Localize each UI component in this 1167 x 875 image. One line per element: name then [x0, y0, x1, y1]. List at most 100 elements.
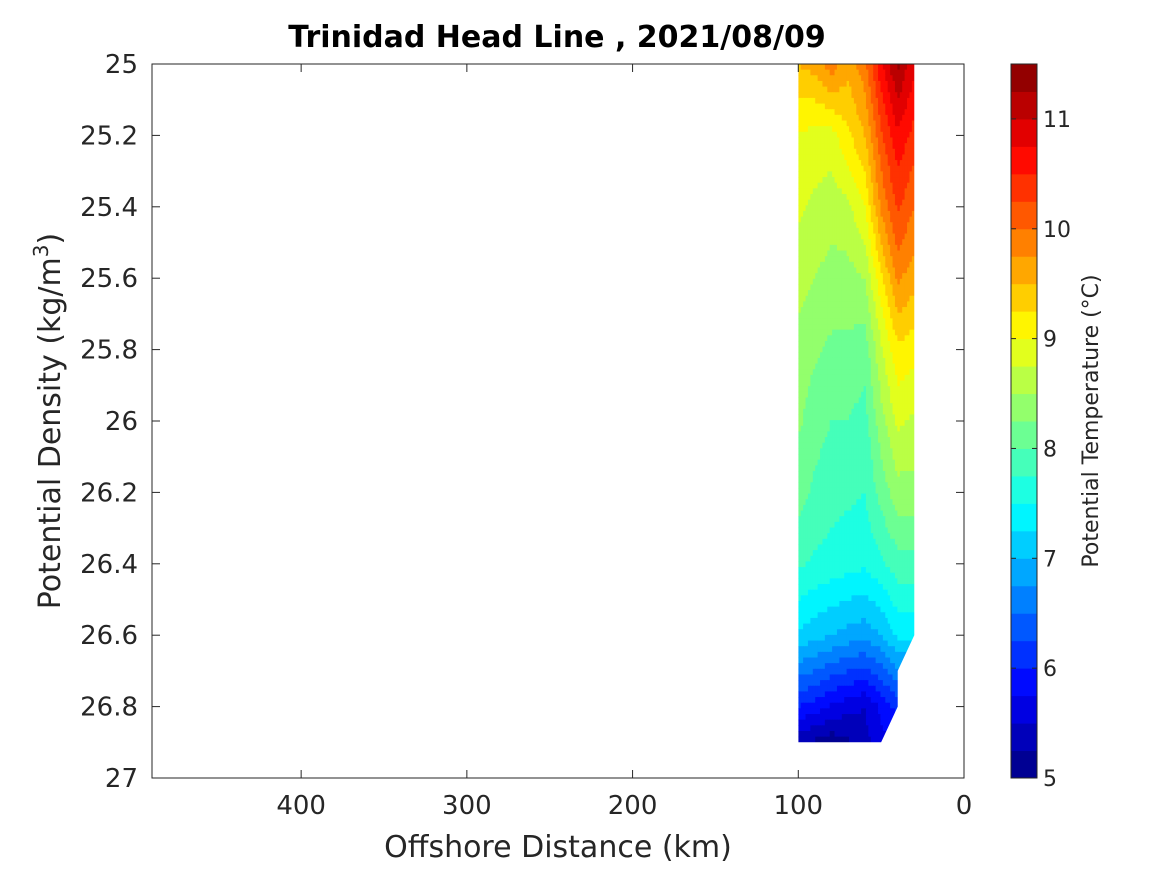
contour-cell	[832, 64, 836, 71]
contour-cell	[812, 335, 816, 342]
contour-cell	[822, 307, 826, 314]
contour-cell	[907, 154, 911, 161]
contour-cell	[807, 346, 811, 353]
contour-cell	[812, 222, 816, 229]
contour-cell	[803, 273, 807, 280]
contour-cell	[890, 487, 894, 495]
contour-cell	[870, 397, 874, 404]
contour-cell	[911, 414, 915, 421]
contour-cell	[817, 363, 821, 370]
contour-cell	[902, 80, 906, 88]
contour-cell	[839, 369, 843, 376]
contour-cell	[836, 391, 840, 399]
contour-cell	[800, 482, 804, 489]
contour-cell	[844, 284, 848, 291]
contour-cell	[834, 504, 838, 512]
contour-cell	[865, 284, 869, 291]
contour-cell	[822, 335, 826, 342]
contour-cell	[899, 380, 903, 387]
contour-cell	[885, 205, 889, 212]
contour-cell	[798, 307, 802, 314]
contour-cell	[873, 199, 877, 206]
contour-cell	[909, 470, 913, 478]
contour-cell	[882, 527, 886, 534]
contour-cell	[805, 244, 809, 252]
contour-cell	[844, 442, 848, 449]
contour-cell	[897, 408, 901, 416]
contour-cell	[822, 533, 826, 540]
contour-cell	[865, 617, 869, 625]
contour-cell	[865, 335, 869, 342]
contour-cell	[815, 131, 819, 139]
contour-cell	[882, 612, 886, 619]
contour-cell	[890, 454, 894, 461]
contour-cell	[805, 391, 809, 399]
contour-cell	[868, 589, 872, 596]
contour-cell	[803, 578, 807, 585]
contour-cell	[834, 307, 838, 314]
contour-cell	[902, 194, 906, 201]
contour-cell	[832, 284, 836, 291]
contour-cell	[865, 538, 869, 546]
contour-cell	[815, 137, 819, 144]
contour-cell	[812, 550, 816, 557]
contour-cell	[878, 148, 882, 156]
contour-cell	[853, 391, 857, 399]
contour-cell	[904, 442, 908, 449]
contour-cell	[807, 425, 811, 433]
contour-cell	[882, 267, 886, 274]
contour-cell	[851, 312, 855, 319]
contour-cell	[878, 538, 882, 546]
contour-cell	[885, 256, 889, 263]
contour-cell	[817, 357, 821, 365]
contour-cell	[911, 397, 915, 404]
contour-cell	[817, 205, 821, 212]
contour-cell	[885, 222, 889, 229]
contour-cell	[827, 205, 831, 212]
contour-cell	[897, 386, 901, 393]
contour-cell	[856, 482, 860, 489]
contour-cell	[911, 340, 915, 348]
contour-cell	[836, 64, 840, 71]
contour-cell	[810, 634, 814, 642]
contour-cell	[803, 617, 807, 625]
contour-cell	[875, 476, 879, 483]
contour-cell	[870, 391, 874, 399]
contour-cell	[836, 131, 840, 139]
contour-cell	[820, 646, 824, 653]
contour-cell	[875, 256, 879, 263]
contour-cell	[902, 414, 906, 421]
contour-cell	[887, 397, 891, 404]
contour-cell	[875, 555, 879, 563]
contour-cell	[890, 561, 894, 568]
contour-cell	[885, 340, 889, 348]
contour-cell	[882, 346, 886, 353]
contour-cell	[834, 329, 838, 336]
contour-cell	[878, 363, 882, 370]
contour-cell	[909, 261, 913, 269]
contour-cell	[899, 126, 903, 133]
contour-cell	[851, 171, 855, 178]
contour-cell	[909, 165, 913, 172]
contour-cell	[829, 64, 833, 71]
contour-cell	[844, 80, 848, 88]
contour-cell	[880, 600, 884, 608]
contour-cell	[815, 171, 819, 178]
contour-cell	[892, 295, 896, 302]
contour-cell	[849, 510, 853, 517]
contour-cell	[841, 595, 845, 602]
contour-cell	[800, 165, 804, 172]
contour-cell	[822, 148, 826, 156]
contour-cell	[812, 357, 816, 365]
contour-cell	[907, 165, 911, 172]
contour-cell	[856, 324, 860, 331]
contour-cell	[832, 290, 836, 297]
contour-cell	[902, 504, 906, 512]
contour-cell	[909, 374, 913, 382]
contour-cell	[798, 188, 802, 195]
contour-cell	[798, 538, 802, 546]
contour-cell	[868, 646, 872, 653]
contour-cell	[807, 589, 811, 596]
contour-cell	[863, 284, 867, 291]
contour-cell	[899, 589, 903, 596]
